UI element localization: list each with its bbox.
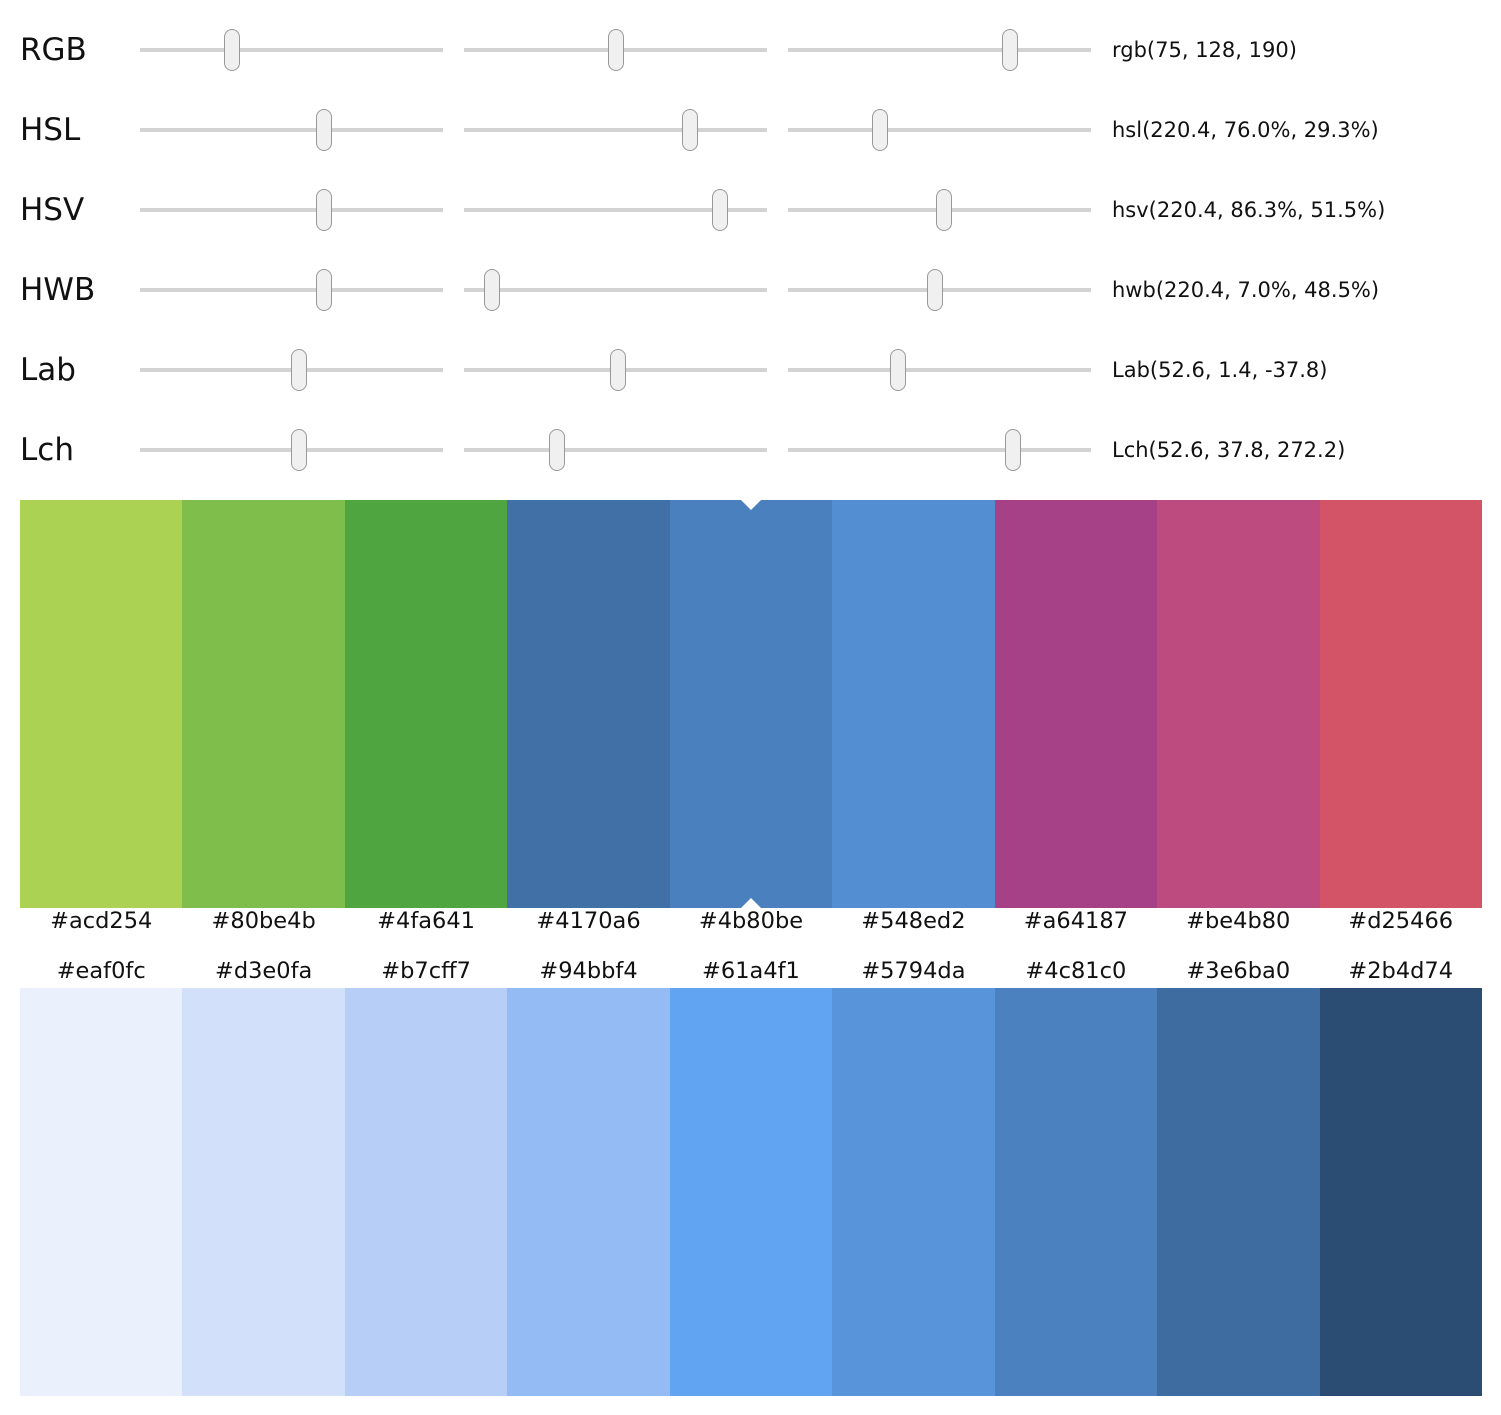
color-swatch[interactable] (20, 988, 183, 1396)
swatch-hex-label: #4170a6 (536, 908, 641, 934)
swatch-hex-label: #548ed2 (861, 908, 966, 934)
color-swatch[interactable] (507, 988, 670, 1396)
swatch-hex-label: #eaf0fc (56, 958, 146, 984)
hue-palette-labels: #acd254 #80be4b #4fa641 #4170a6 #4b80be #548e… (20, 908, 1482, 934)
color-swatch[interactable] (994, 500, 1158, 908)
slider-track[interactable] (788, 48, 1091, 52)
swatch-hex-label: #b7cff7 (381, 958, 471, 984)
swatch-hex-label: #d25466 (1348, 908, 1454, 934)
slider-track[interactable] (140, 128, 443, 132)
slider-thumb[interactable] (682, 109, 699, 151)
color-swatch[interactable] (344, 500, 508, 908)
slider-track[interactable] (788, 448, 1091, 452)
model-value: Lch(52.6, 37.8, 272.2) (1112, 438, 1346, 462)
color-swatch[interactable] (994, 988, 1158, 1396)
slider-track[interactable] (464, 128, 767, 132)
slider-thumb[interactable] (609, 349, 626, 391)
slider-track[interactable] (140, 48, 443, 52)
slider-thumb[interactable] (889, 349, 906, 391)
model-value: hwb(220.4, 7.0%, 48.5%) (1112, 278, 1380, 302)
swatch-hex-label: #acd254 (50, 908, 153, 934)
swatch-hex-label: #be4b80 (1186, 908, 1291, 934)
slider-thumb[interactable] (315, 269, 332, 311)
slider-track[interactable] (788, 368, 1091, 372)
slider-thumb[interactable] (1001, 29, 1018, 71)
slider-track[interactable] (788, 128, 1091, 132)
slider-track[interactable] (464, 448, 767, 452)
slider-thumb[interactable] (711, 189, 728, 231)
color-swatch[interactable] (20, 500, 183, 908)
color-swatch[interactable] (669, 500, 833, 908)
swatch-hex-label: #94bbf4 (539, 958, 638, 984)
model-row-rgb: RGB rgb(75, 128, 190) (0, 10, 1501, 90)
slider-thumb[interactable] (872, 109, 889, 151)
model-value: hsl(220.4, 76.0%, 29.3%) (1112, 118, 1379, 142)
swatch-hex-label: #4fa641 (377, 908, 475, 934)
selected-marker-top-icon (741, 500, 761, 510)
model-label: HWB (20, 272, 96, 308)
model-label: RGB (20, 32, 87, 68)
slider-thumb[interactable] (290, 349, 307, 391)
swatch-hex-label: #3e6ba0 (1186, 958, 1291, 984)
slider-thumb[interactable] (315, 109, 332, 151)
model-label: Lab (20, 352, 76, 388)
hue-palette (20, 500, 1482, 908)
swatch-hex-label: #80be4b (211, 908, 316, 934)
model-row-hwb: HWB hwb(220.4, 7.0%, 48.5%) (0, 250, 1501, 330)
slider-thumb[interactable] (608, 29, 625, 71)
model-label: HSL (20, 112, 81, 148)
slider-thumb[interactable] (548, 429, 565, 471)
swatch-hex-label: #d3e0fa (214, 958, 313, 984)
model-label: Lch (20, 432, 74, 468)
color-swatch[interactable] (344, 988, 508, 1396)
slider-track[interactable] (140, 288, 443, 292)
slider-track[interactable] (464, 208, 767, 212)
model-row-hsl: HSL hsl(220.4, 76.0%, 29.3%) (0, 90, 1501, 170)
slider-thumb[interactable] (315, 189, 332, 231)
model-label: HSV (20, 192, 85, 228)
slider-thumb[interactable] (927, 269, 944, 311)
color-swatch[interactable] (1157, 988, 1320, 1396)
selected-marker-bottom-icon (741, 898, 761, 908)
model-value: rgb(75, 128, 190) (1112, 38, 1297, 62)
slider-thumb[interactable] (224, 29, 241, 71)
swatch-hex-label: #4b80be (698, 908, 804, 934)
color-swatch[interactable] (1157, 500, 1320, 908)
model-value: Lab(52.6, 1.4, -37.8) (1112, 358, 1328, 382)
swatch-hex-label: #2b4d74 (1348, 958, 1454, 984)
swatch-hex-label: #5794da (861, 958, 966, 984)
shade-palette-labels: #eaf0fc #d3e0fa #b7cff7 #94bbf4 #61a4f1 #5794… (20, 958, 1482, 984)
color-swatch[interactable] (182, 500, 345, 908)
color-swatch[interactable] (507, 500, 670, 908)
model-row-hsv: HSV hsv(220.4, 86.3%, 51.5%) (0, 170, 1501, 250)
slider-thumb[interactable] (935, 189, 952, 231)
slider-thumb[interactable] (1005, 429, 1021, 471)
swatch-hex-label: #61a4f1 (702, 958, 800, 984)
color-swatch[interactable] (832, 988, 995, 1396)
color-swatch[interactable] (182, 988, 345, 1396)
swatch-hex-label: #4c81c0 (1025, 958, 1127, 984)
slider-thumb[interactable] (484, 269, 501, 311)
shade-palette (20, 988, 1482, 1396)
slider-track[interactable] (464, 288, 767, 292)
model-value: hsv(220.4, 86.3%, 51.5%) (1112, 198, 1386, 222)
slider-track[interactable] (140, 208, 443, 212)
slider-thumb[interactable] (290, 429, 307, 471)
color-swatch[interactable] (832, 500, 995, 908)
swatch-hex-label: #a64187 (1023, 908, 1128, 934)
color-swatch[interactable] (669, 988, 833, 1396)
color-swatch[interactable] (1319, 988, 1482, 1396)
model-row-lab: Lab Lab(52.6, 1.4, -37.8) (0, 330, 1501, 410)
color-swatch[interactable] (1319, 500, 1482, 908)
model-row-lch: Lch Lch(52.6, 37.8, 272.2) (0, 410, 1501, 490)
